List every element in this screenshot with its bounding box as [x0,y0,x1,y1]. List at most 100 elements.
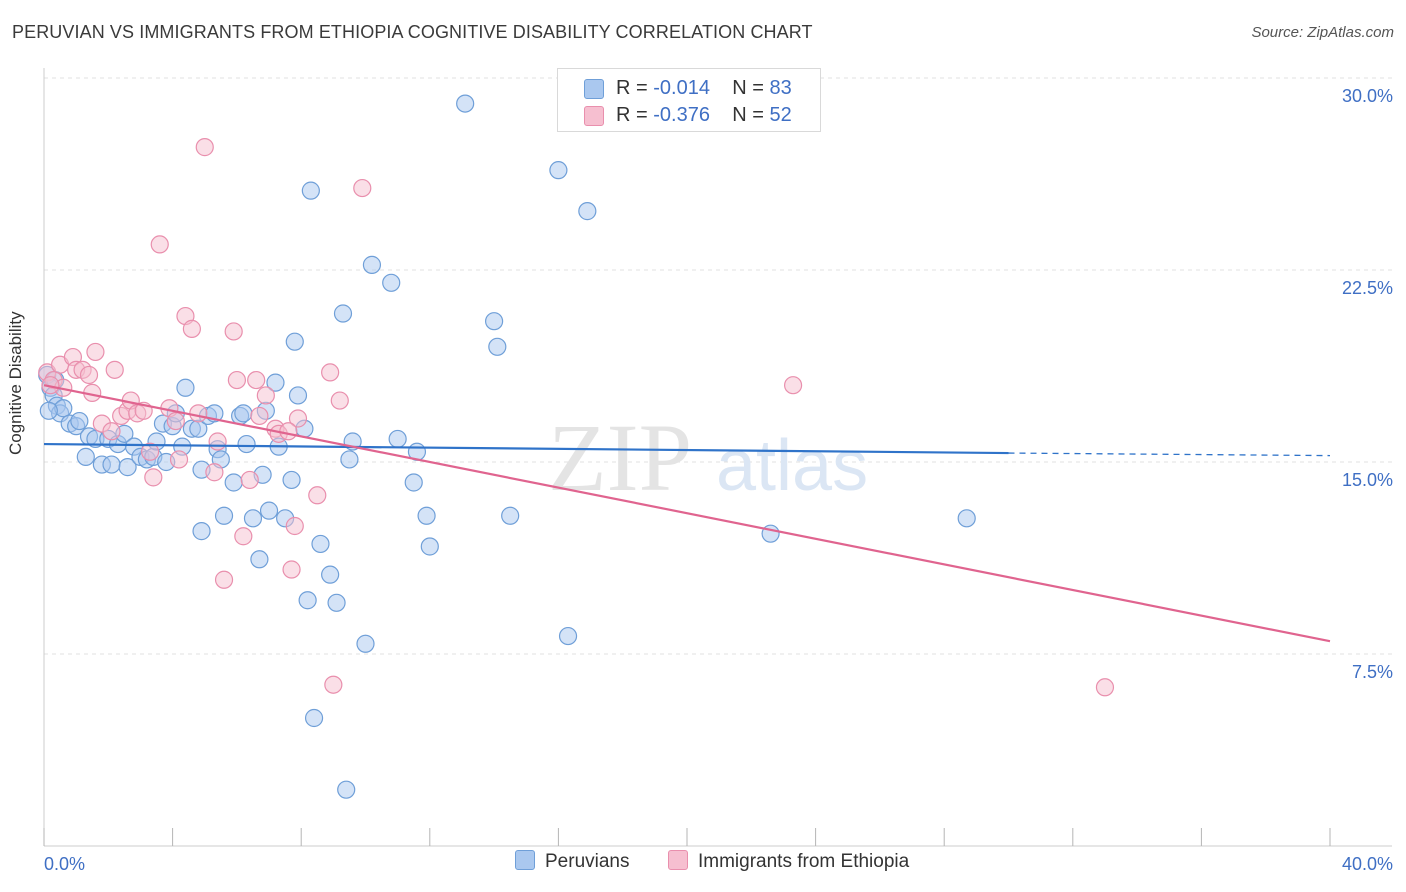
ethiopia-point [214,570,234,589]
ethiopia-point [330,391,349,410]
ethiopia-point [41,376,60,395]
legend-swatch-pink [668,850,688,870]
peruvian-point [282,470,301,490]
peruvian-point [237,434,256,454]
peruvian-point [501,506,520,525]
peruvian-point [285,332,304,351]
peruvian-point [485,312,504,331]
peruvian-point [243,509,263,528]
ethiopia-point [166,411,185,431]
legend-n-value: 52 [769,104,792,126]
peruvian-point [417,506,436,525]
ethiopia-point [279,422,298,441]
peruvian-point [224,473,243,492]
ethiopia-point [321,363,340,382]
legend-n-label: N = [732,77,764,99]
peruvian-point [488,337,507,356]
ethiopia-trend-line [43,384,1331,643]
ethiopia-point [150,235,169,254]
peruvian-point [388,429,407,449]
ethiopia-point [105,360,124,379]
peruvian-point [214,506,234,525]
ethiopia-point [224,322,243,341]
legend-label-peruvians: Peruvians [545,851,630,872]
watermark-atlas: atlas [716,426,868,506]
peruvian-point [333,304,353,323]
peruvian-point [298,591,317,610]
peruvian-point [549,161,568,180]
ethiopia-point [169,450,189,469]
peruvian-point [356,634,375,653]
peruvian-point [259,501,279,520]
legend-n-label: N = [732,104,764,126]
peruvian-trend-line [43,442,1009,455]
legend-row-peruvians: R = -0.014 N = 83 [558,75,820,101]
peruvian-point [250,550,269,569]
peruvian-point [102,455,121,474]
ethiopia-point [353,178,372,198]
legend-r-label: R = [616,77,648,99]
ethiopia-point [256,386,275,405]
ethiopia-point [247,370,266,390]
peruvian-point [558,626,578,646]
ethiopia-point [79,365,99,385]
legend-swatch-pink [584,106,604,126]
peruvian-point [118,458,137,477]
peruvian-point [337,780,356,799]
peruvian-point [311,534,330,554]
peruvian-point [362,255,382,274]
ethiopia-point [1095,678,1115,697]
peruvian-point [304,708,324,728]
ethiopia-point [205,463,224,482]
peruvian-point [578,202,597,221]
ethiopia-point [102,422,121,441]
peruvian-point [420,537,439,556]
ethiopia-point [189,404,208,423]
ethiopia-point [308,486,327,505]
ethiopia-point [783,376,803,395]
peruvian-point [404,473,423,492]
peruvian-point [327,593,346,612]
peruvian-point [266,373,285,392]
ethiopia-point [182,319,201,338]
y-tick-label: 7.5% [1352,662,1393,682]
legend-r-label: R = [616,104,648,126]
peruvian-point [192,522,211,541]
peruvian-point [70,411,89,431]
peruvian-point [382,273,401,292]
peruvian-point [957,509,976,528]
ethiopia-point [285,516,304,536]
ethiopia-point [144,468,163,487]
peruvian-trend-extension [1008,452,1331,457]
ethiopia-point [195,138,214,157]
legend-item-ethiopia[interactable]: Immigrants from Ethiopia [668,850,909,873]
x-tick-label: 0.0% [44,854,85,874]
series-legend: Peruvians Immigrants from Ethiopia [0,850,1406,878]
ethiopia-point [140,442,160,461]
watermark-zip: ZIP [548,404,692,511]
legend-item-peruvians[interactable]: Peruvians [515,850,630,873]
correlation-legend: R = -0.014 N = 83 R = -0.376 N = 52 [557,68,821,132]
ethiopia-point [227,370,246,390]
ethiopia-point [250,406,269,426]
ethiopia-point [324,675,343,694]
y-tick-label: 22.5% [1342,278,1393,298]
ethiopia-point [208,432,227,451]
chart-title: PERUVIAN VS IMMIGRANTS FROM ETHIOPIA COG… [12,22,813,42]
legend-row-ethiopia: R = -0.376 N = 52 [558,102,820,128]
peruvian-point [340,450,359,469]
legend-r-value: -0.014 [653,77,710,99]
peruvian-point [321,565,340,584]
legend-n-value: 83 [769,77,792,99]
source-label: Source: ZipAtlas.com [1251,24,1394,41]
ethiopia-point [234,527,253,546]
x-tick-label: 40.0% [1342,854,1393,874]
peruvian-point [456,94,475,113]
peruvian-point [234,404,253,423]
y-tick-label: 15.0% [1342,470,1393,490]
legend-r-value: -0.376 [653,104,710,126]
peruvian-point [176,378,195,397]
ethiopia-point [288,409,308,428]
legend-swatch-blue [584,79,604,99]
